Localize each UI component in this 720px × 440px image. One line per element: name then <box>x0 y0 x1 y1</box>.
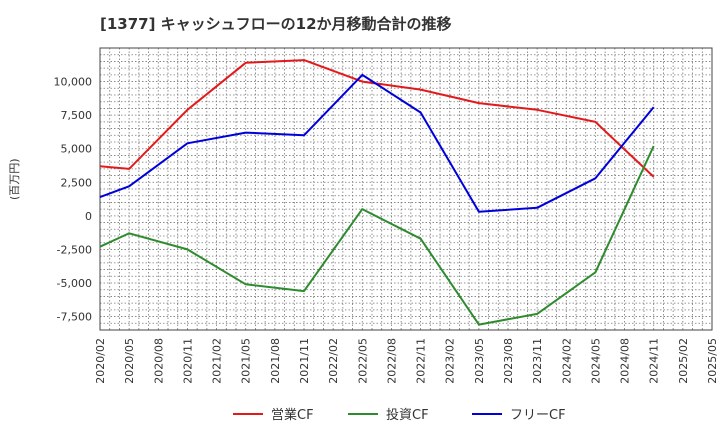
series-line-営業CF <box>99 59 655 178</box>
legend-label: 投資CF <box>386 407 429 423</box>
x-tick-label: 2023/08 <box>502 338 515 384</box>
y-tick-label: 5,000 <box>61 143 93 156</box>
x-tick-label: 2020/08 <box>152 338 165 384</box>
x-tick-labels: 2020/02 2020/05 2020/08 2020/11 2021/02 2021/… <box>94 338 719 384</box>
x-tick-label: 2020/05 <box>123 338 136 384</box>
chart-title: [1377] キャッシュフローの12か月移動合計の推移 <box>100 15 452 33</box>
x-tick-label: 2022/05 <box>356 338 369 384</box>
x-tick-label: 2023/05 <box>473 338 486 384</box>
x-tick-label: 2024/02 <box>560 338 573 384</box>
series-line-フリーCF <box>99 73 655 213</box>
y-tick-label: 0 <box>85 210 92 223</box>
x-tick-label: 2024/11 <box>648 338 661 384</box>
x-tick-label: 2022/08 <box>385 338 398 384</box>
y-tick-label: 2,500 <box>61 176 93 189</box>
series-lines <box>99 59 655 326</box>
x-tick-label: 2021/05 <box>240 338 253 384</box>
x-tick-label: 2020/11 <box>181 338 194 384</box>
x-tick-label: 2024/05 <box>589 338 602 384</box>
x-tick-label: 2021/08 <box>269 338 282 384</box>
x-tick-label: 2025/02 <box>677 338 690 384</box>
y-tick-labels: 10,000 7,500 5,000 2,500 0 -2,500 -5,000 -7,500 <box>54 76 93 324</box>
y-tick-label: 7,500 <box>61 109 93 122</box>
x-tick-label: 2022/02 <box>327 338 340 384</box>
legend-label: 営業CF <box>271 407 314 423</box>
x-tick-label: 2022/11 <box>415 338 428 384</box>
y-tick-label: -7,500 <box>57 311 92 324</box>
legend: 営業CF 投資CF フリーCF <box>233 407 566 423</box>
x-tick-label: 2024/08 <box>619 338 632 384</box>
y-tick-label: 10,000 <box>54 76 93 89</box>
x-tick-label: 2023/11 <box>531 338 544 384</box>
plot-frame <box>99 47 713 331</box>
x-tick-label: 2021/02 <box>211 338 224 384</box>
x-tick-label: 2025/05 <box>706 338 719 384</box>
x-tick-label: 2020/02 <box>94 338 107 384</box>
legend-label: フリーCF <box>510 408 566 423</box>
y-tick-label: -5,000 <box>57 277 92 290</box>
x-tick-label: 2021/11 <box>298 338 311 384</box>
series-line-投資CF <box>99 145 655 326</box>
y-tick-label: -2,500 <box>57 243 92 256</box>
x-tick-label: 2023/02 <box>444 338 457 384</box>
